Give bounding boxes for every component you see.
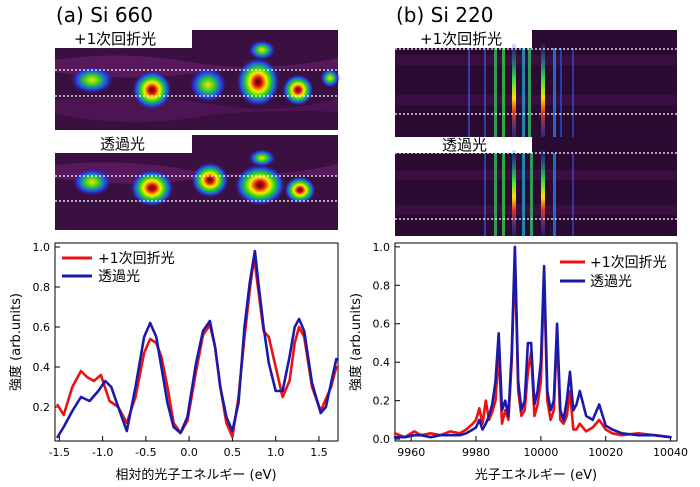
chart-a-legend-label-transmitted: 透過光 [98,269,140,285]
image-b-transmitted: 透過光 [395,136,677,236]
chart-a-xticks: -1.5 -1.0 -0.5 0.0 0.5 1.0 1.5 [49,436,328,459]
chart-b: 0.0 0.2 0.4 0.6 0.8 1.0 9960 9980 10000 10020 100… [348,241,688,483]
chart-a: 0.2 0.4 0.6 0.8 1.0 -1.5 -1.0 -0.5 0.0 0.5 1.0 1.5… [8,241,339,483]
image-b-diffracted: +1次回折光 [395,30,677,142]
chart-a-xtick-label: 1.0 [267,446,285,459]
chart-a-line-transmitted [56,249,338,439]
chart-b-series [393,245,672,439]
chart-b-ytick-label: 0.8 [373,279,391,292]
chart-b-ytick-label: 0.6 [373,318,391,331]
chart-a-frame [54,242,339,442]
chart-a-xtick-label: 0.5 [224,446,242,459]
chart-b-legend: +1次回折光 透過光 [560,255,667,290]
chart-a-ytick-label: 1.0 [33,241,51,254]
chart-a-xlabel: 相対的光子エネルギー (eV) [115,467,276,483]
chart-a-series [56,249,338,439]
chart-b-xtick-label: 9980 [462,446,490,459]
label-b-transmitted: 透過光 [442,136,487,154]
chart-a-xtick-label: -1.0 [92,446,113,459]
label-a-diffracted: +1次回折光 [74,30,156,48]
chart-b-line-transmitted [393,245,672,439]
chart-b-xtick-label: 10040 [653,446,688,459]
chart-a-legend: +1次回折光 透過光 [62,251,175,285]
image-a-diffracted: +1次回折光 [55,30,340,130]
chart-a-ylabel: 強度 (arb.units) [8,293,24,391]
chart-a-xtick-label: 0.0 [180,446,198,459]
chart-b-xtick-label: 10000 [523,446,558,459]
chart-a-xtick-label: 1.5 [310,446,328,459]
chart-b-xtick-label: 10020 [588,446,623,459]
chart-a-legend-label-diffracted: +1次回折光 [98,251,175,267]
chart-a-xtick-label: -0.5 [135,446,156,459]
chart-b-frame [394,242,678,442]
panel-b-title: (b) Si 220 [396,3,493,27]
chart-b-ytick-label: 0.4 [373,356,391,369]
chart-b-xticks: 9960 9980 10000 10020 10040 [397,436,688,459]
label-b-diffracted: +1次回折光 [420,30,502,48]
chart-b-ytick-label: 0.0 [373,433,391,446]
chart-b-ylabel: 強度 (arb.units) [348,293,364,391]
label-a-transmitted: 透過光 [100,135,145,153]
chart-a-ytick-label: 0.8 [33,281,51,294]
chart-b-xtick-label: 9960 [397,446,425,459]
chart-b-ytick-label: 0.2 [373,395,391,408]
chart-b-legend-label-diffracted: +1次回折光 [590,255,667,271]
panel-a-title: (a) Si 660 [56,3,153,27]
chart-a-ytick-label: 0.2 [33,401,51,414]
chart-b-xlabel: 光子エネルギー (eV) [475,468,597,483]
chart-a-ytick-label: 0.4 [33,361,51,374]
chart-a-yticks: 0.2 0.4 0.6 0.8 1.0 [33,241,60,414]
chart-b-legend-label-transmitted: 透過光 [590,274,632,290]
chart-a-ytick-label: 0.6 [33,321,51,334]
chart-b-yticks: 0.0 0.2 0.4 0.6 0.8 1.0 [373,241,400,446]
chart-a-xtick-label: -1.5 [49,446,70,459]
chart-b-ytick-label: 1.0 [373,241,391,254]
image-a-transmitted: 透過光 [55,135,338,230]
